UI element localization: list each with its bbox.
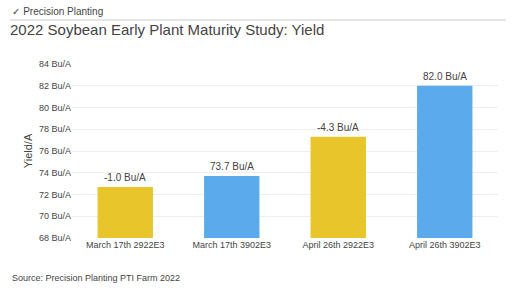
- svg-text:74 Bu/A: 74 Bu/A: [39, 168, 71, 178]
- svg-text:-4.3 Bu/A: -4.3 Bu/A: [317, 122, 359, 133]
- svg-text:March 17th 2922E3: March 17th 2922E3: [86, 240, 165, 250]
- svg-text:April 26th 3902E3: April 26th 3902E3: [409, 240, 481, 250]
- svg-text:Yield/A: Yield/A: [22, 133, 34, 168]
- svg-text:68 Bu/A: 68 Bu/A: [39, 233, 71, 243]
- svg-text:70 Bu/A: 70 Bu/A: [39, 211, 71, 221]
- svg-text:April 26th 2922E3: April 26th 2922E3: [302, 240, 374, 250]
- svg-text:-1.0 Bu/A: -1.0 Bu/A: [104, 172, 146, 183]
- svg-text:84 Bu/A: 84 Bu/A: [39, 59, 71, 69]
- svg-text:80 Bu/A: 80 Bu/A: [39, 103, 71, 113]
- svg-text:72 Bu/A: 72 Bu/A: [39, 190, 71, 200]
- svg-text:March 17th 3902E3: March 17th 3902E3: [192, 240, 271, 250]
- svg-text:2022 Soybean Early Plant Matur: 2022 Soybean Early Plant Maturity Study:…: [10, 21, 324, 38]
- svg-text:✓ Precision Planting: ✓ Precision Planting: [12, 6, 103, 17]
- svg-text:82 Bu/A: 82 Bu/A: [39, 81, 71, 91]
- svg-text:73.7 Bu/A: 73.7 Bu/A: [210, 161, 254, 172]
- svg-text:76 Bu/A: 76 Bu/A: [39, 146, 71, 156]
- svg-text:78 Bu/A: 78 Bu/A: [39, 124, 71, 134]
- svg-text:82.0 Bu/A: 82.0 Bu/A: [423, 71, 467, 82]
- svg-text:Source: Precision Planting PTI: Source: Precision Planting PTI Farm 2022: [12, 273, 180, 283]
